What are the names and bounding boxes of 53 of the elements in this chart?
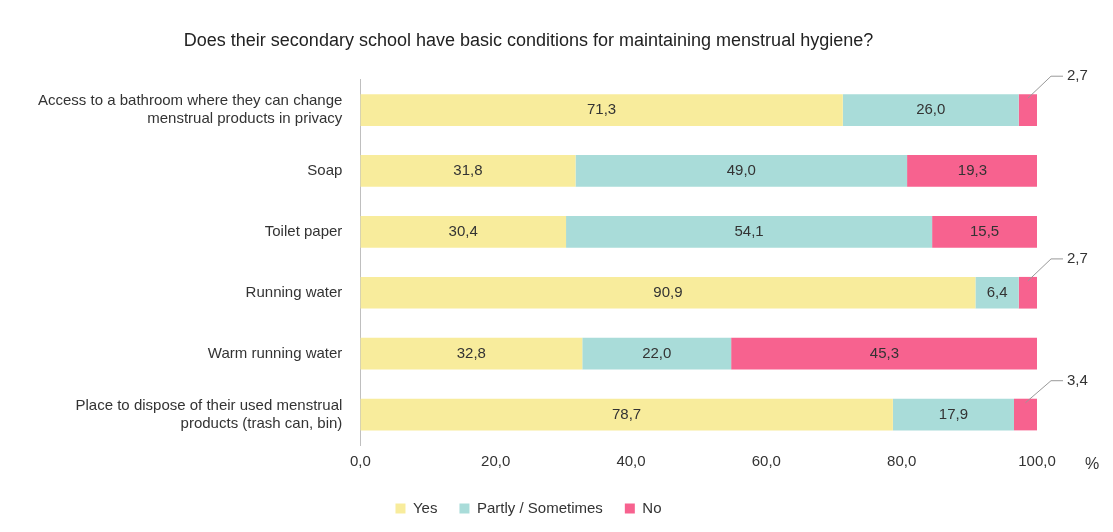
bar <box>566 216 933 248</box>
data-label: 49,0 <box>726 161 756 179</box>
data-label: 2,7 <box>1067 249 1088 267</box>
y-tick-label: Running water <box>245 282 343 300</box>
x-axis-title: % <box>1085 455 1100 473</box>
bar <box>360 276 976 309</box>
data-label: 26,0 <box>916 100 946 118</box>
bar <box>892 398 1014 431</box>
x-tick-label: 0,0 <box>349 452 371 470</box>
data-label: 31,8 <box>453 161 483 179</box>
bar <box>907 155 1037 187</box>
y-tick-label: Warm running water <box>207 343 343 361</box>
bar <box>360 398 893 431</box>
data-label: 3,4 <box>1067 370 1088 388</box>
bar <box>731 337 1037 370</box>
x-tick-label: 20,0 <box>481 452 511 470</box>
bar <box>575 155 908 187</box>
bar <box>582 337 732 370</box>
bar <box>1018 94 1037 126</box>
data-label: 45,3 <box>869 343 900 361</box>
bar <box>932 216 1037 248</box>
data-label: 32,8 <box>456 343 486 361</box>
chart-title: Does their secondary school have basic conditions for maintaining menstrual hygiene? <box>183 29 874 50</box>
data-label: 71,3 <box>586 100 617 118</box>
bar <box>360 94 843 126</box>
legend-label: Yes <box>412 498 438 516</box>
data-label: 78,7 <box>612 404 642 422</box>
x-tick-label: 40,0 <box>616 452 646 470</box>
bar <box>360 155 576 187</box>
data-label: 30,4 <box>448 221 478 239</box>
y-tick-label: Access to a bathroom where they can change menstrual products in privacy <box>38 91 343 127</box>
y-tick-label: Toilet paper <box>264 221 343 239</box>
legend-label: No <box>642 498 662 516</box>
bar <box>360 216 567 248</box>
y-tick-label: Soap <box>307 161 343 179</box>
legend-label: Partly / Sometimes <box>476 498 603 516</box>
data-label: 2,7 <box>1067 66 1088 84</box>
bar <box>842 94 1019 126</box>
data-label: 22,0 <box>642 343 672 361</box>
x-tick-label: 80,0 <box>887 452 917 470</box>
data-label: 90,9 <box>653 282 683 300</box>
data-label: 6,4 <box>986 282 1008 300</box>
x-tick-label: 60,0 <box>751 452 781 470</box>
data-label: 54,1 <box>734 221 764 239</box>
bar <box>975 276 1019 309</box>
data-label: 17,9 <box>938 404 969 422</box>
bar <box>1018 276 1037 309</box>
data-label: 19,3 <box>957 161 987 179</box>
bar <box>360 337 583 370</box>
data-label: 15,5 <box>969 221 1000 239</box>
bar <box>1013 398 1037 431</box>
x-tick-label: 100,0 <box>1018 452 1056 470</box>
y-tick-label: Place to dispose of their used menstrual products (trash can, bin) <box>75 395 343 431</box>
